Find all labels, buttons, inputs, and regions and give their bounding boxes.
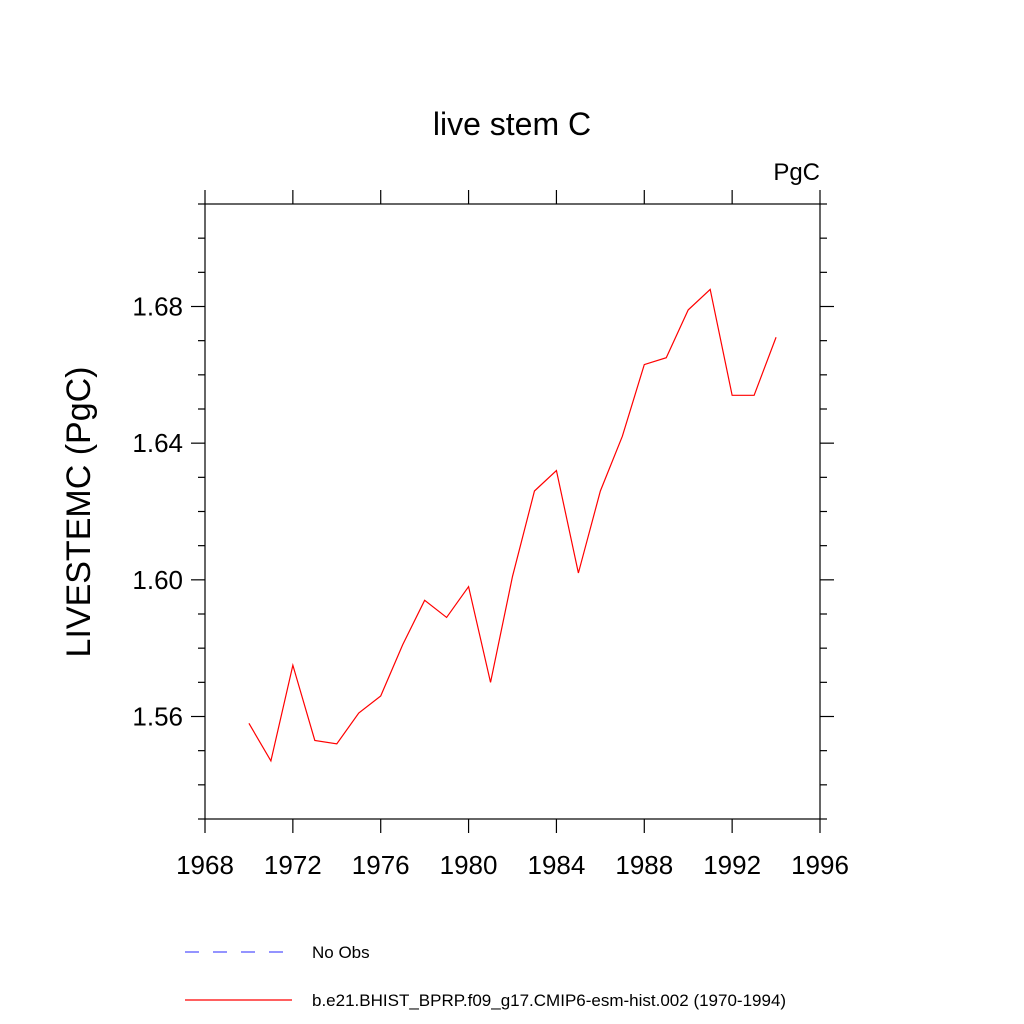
x-tick-label: 1972 <box>264 850 322 880</box>
legend-label-0: No Obs <box>312 943 370 962</box>
series-line-0 <box>248 288 777 763</box>
legend: No Obs b.e21.BHIST_BPRP.f09_g17.CMIP6-esm… <box>185 943 786 1010</box>
y-tick-labels: 1.56 1.60 1.64 1.68 <box>132 292 183 732</box>
y-tick-label: 1.60 <box>132 565 183 595</box>
x-tick-label: 1992 <box>703 850 761 880</box>
x-tick-label: 1984 <box>528 850 586 880</box>
chart-title: live stem C <box>433 106 591 142</box>
x-tick-label: 1988 <box>615 850 673 880</box>
x-tick-label: 1996 <box>791 850 849 880</box>
x-tick-label: 1980 <box>440 850 498 880</box>
y-tick-label: 1.68 <box>132 292 183 322</box>
units-label: PgC <box>773 159 820 186</box>
plot-frame <box>204 203 821 820</box>
y-tick-label: 1.64 <box>132 428 183 458</box>
x-tick-labels: 1968 1972 1976 1980 1984 1988 1992 1996 <box>176 850 849 880</box>
y-tick-label: 1.56 <box>132 702 183 732</box>
axis-ticks <box>191 190 834 833</box>
x-tick-label: 1968 <box>176 850 234 880</box>
legend-label-1: b.e21.BHIST_BPRP.f09_g17.CMIP6-esm-hist.… <box>312 991 786 1010</box>
y-axis-label: LIVESTEMC (PgC) <box>60 367 98 658</box>
x-tick-label: 1976 <box>352 850 410 880</box>
series-group <box>248 288 777 763</box>
